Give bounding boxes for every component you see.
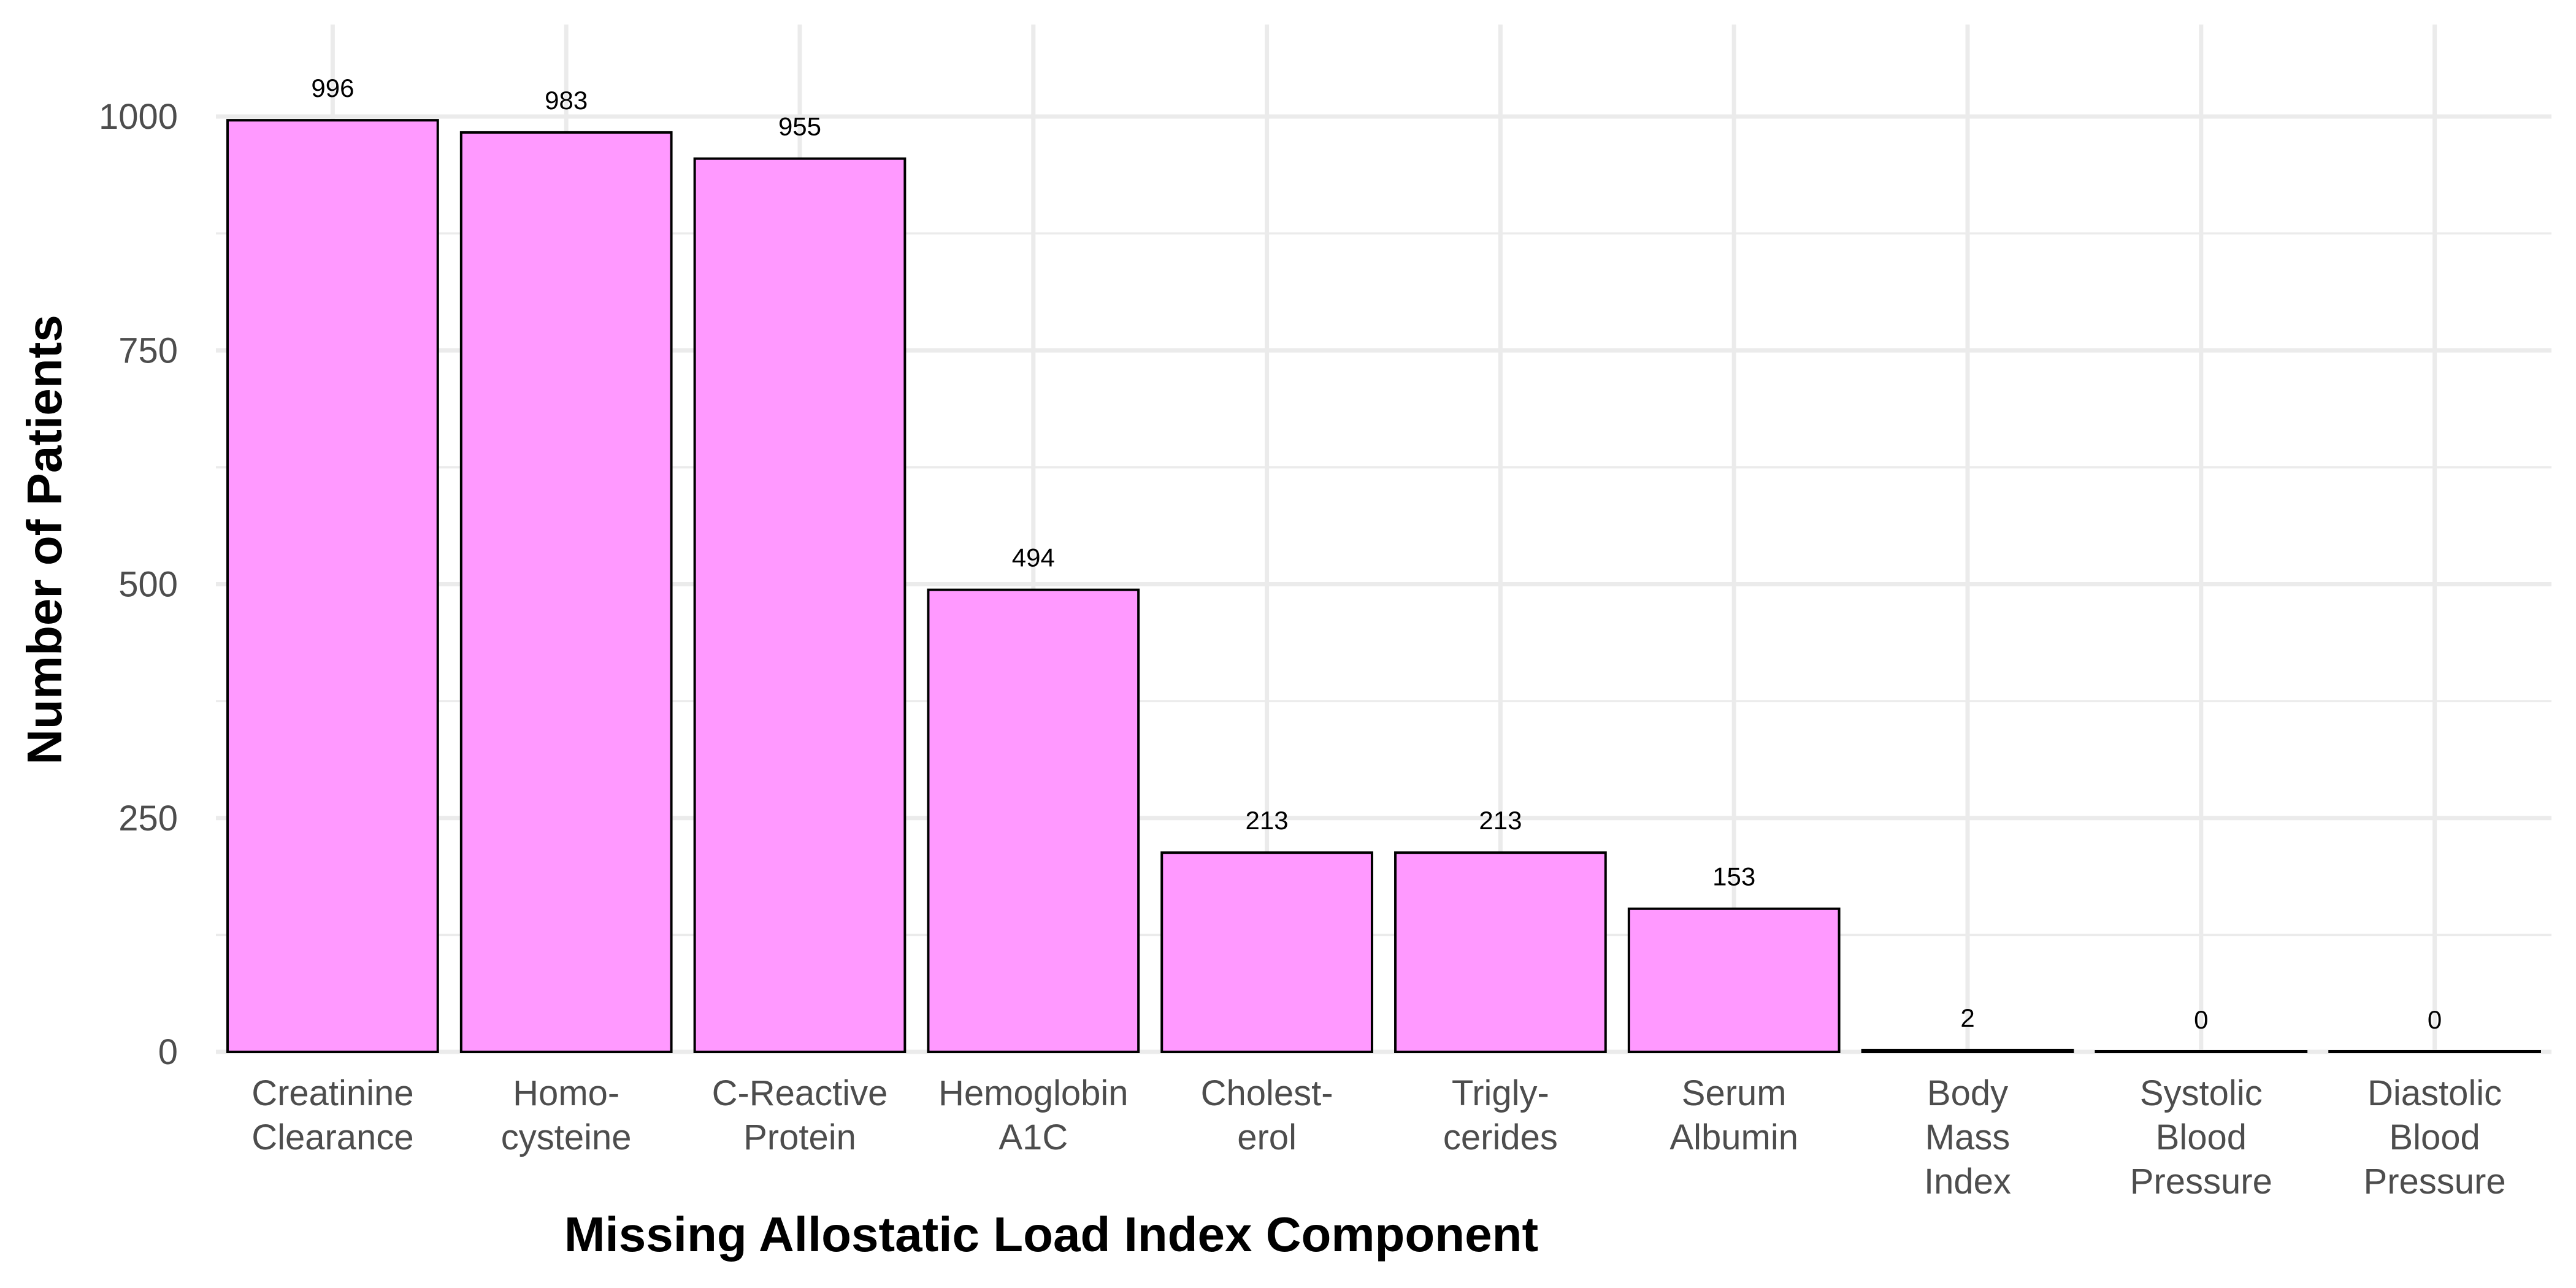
data-label: 153 [1712, 862, 1755, 891]
data-label: 955 [778, 112, 821, 141]
y-tick-label: 500 [118, 565, 178, 605]
x-tick-label: Diastolic Blood Pressure [2364, 1073, 2506, 1202]
data-label: 213 [1479, 806, 1522, 835]
bar [1627, 907, 1841, 1054]
y-axis-title: Number of Patients [17, 315, 72, 764]
x-tick-label: Serum Albumin [1669, 1073, 1798, 1157]
bar [693, 157, 907, 1053]
y-tick-label: 1000 [99, 97, 178, 137]
data-label: 996 [311, 74, 354, 102]
bar [1160, 851, 1373, 1054]
y-tick-label: 750 [118, 331, 178, 370]
y-tick-label: 250 [118, 799, 178, 838]
x-tick-label: Hemoglobin A1C [938, 1073, 1129, 1157]
data-label: 0 [2428, 1005, 2442, 1034]
x-tick-label: Homo-cysteine [501, 1073, 632, 1157]
x-tick-label: Systolic Blood Pressure [2130, 1073, 2272, 1202]
y-axis-ticks: 0 250 500 750 1000 [99, 97, 178, 1072]
data-label: 2 [1960, 1003, 1974, 1032]
bar [1861, 1048, 2074, 1053]
bar [1394, 851, 1607, 1054]
bar [226, 119, 439, 1054]
data-label: 983 [545, 86, 588, 115]
x-tick-label: Cholest-erol [1201, 1073, 1333, 1157]
x-tick-label: Body Mass Index [1924, 1073, 2011, 1202]
data-label: 0 [2194, 1005, 2208, 1034]
y-tick-label: 0 [158, 1032, 178, 1072]
x-axis-title: Missing Allostatic Load Index Component [564, 1207, 1538, 1262]
bar [927, 588, 1140, 1053]
bars-layer [226, 119, 2541, 1054]
data-label: 213 [1246, 806, 1289, 835]
x-axis-ticks: Creatinine Clearance Homo-cysteine C-Reacti… [251, 1073, 2505, 1202]
bar [459, 131, 673, 1053]
x-tick-label: Creatinine Clearance [251, 1073, 413, 1157]
bar [2328, 1050, 2541, 1053]
data-labels-layer: 996 983 955 494 213 213 153 2 0 0 [311, 74, 2442, 1034]
bar [2095, 1050, 2308, 1053]
x-tick-label: Trigly-cerides [1443, 1073, 1558, 1157]
x-tick-label: C-Reactive Protein [712, 1073, 888, 1157]
data-label: 494 [1012, 543, 1055, 572]
